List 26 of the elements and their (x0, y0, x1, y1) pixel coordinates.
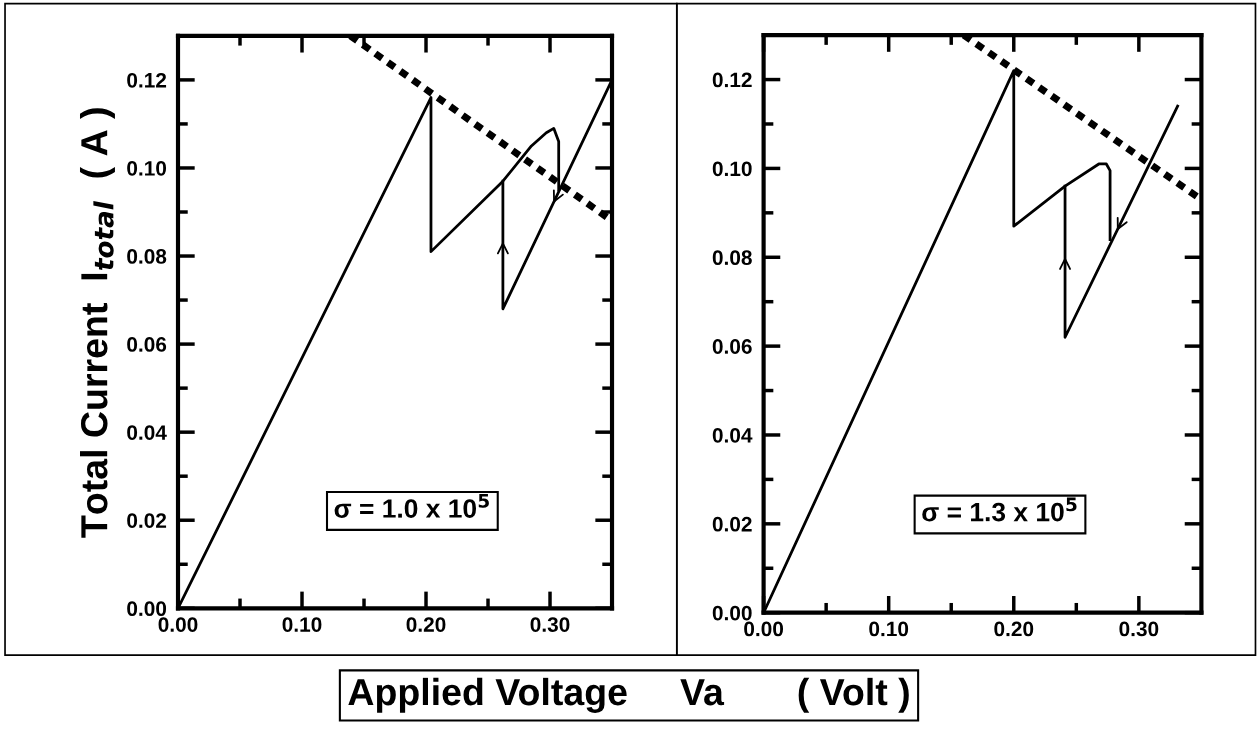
x-axis-title: Applied Voltage Va ( Volt ) (348, 677, 909, 713)
x-tick-label: 0.10 (282, 617, 322, 632)
y-tick-label: 0.08 (127, 249, 167, 264)
x-tick-label: 0.30 (530, 617, 570, 632)
y-tick-label: 0.10 (712, 161, 752, 177)
annotation: σ = 1.0 x 10$^{5}$ (334, 494, 489, 518)
y-tick-label: 0.02 (127, 513, 167, 528)
x-tick-label: 0.20 (994, 621, 1034, 637)
y-tick-label: 0.04 (127, 425, 167, 440)
y-tick-label: 0.00 (127, 601, 167, 617)
x-tick-label: 0.30 (1119, 621, 1159, 637)
y-tick-label: 0.06 (712, 339, 752, 354)
y-tick-label: 0.06 (127, 337, 167, 352)
y-tick-label: 0.10 (127, 160, 167, 176)
x-tick-label: 0.00 (744, 621, 784, 637)
y-tick-label: 0.02 (712, 516, 752, 532)
y-tick-label: 0.12 (712, 72, 752, 88)
x-tick-label: 0.20 (406, 617, 446, 632)
y-tick-label: 0.12 (127, 72, 167, 88)
y-tick-label: 0.04 (712, 427, 753, 443)
annotation: σ = 1.3 x 10$^{5}$ (922, 497, 1077, 522)
y-axis-title: Total Current I$_{total}$ ( A ) (79, 108, 115, 538)
y-tick-label: 0.08 (712, 250, 752, 266)
x-tick-label: 0.00 (158, 617, 198, 632)
x-tick-label: 0.10 (869, 621, 909, 637)
y-tick-label: 0.00 (712, 605, 752, 621)
